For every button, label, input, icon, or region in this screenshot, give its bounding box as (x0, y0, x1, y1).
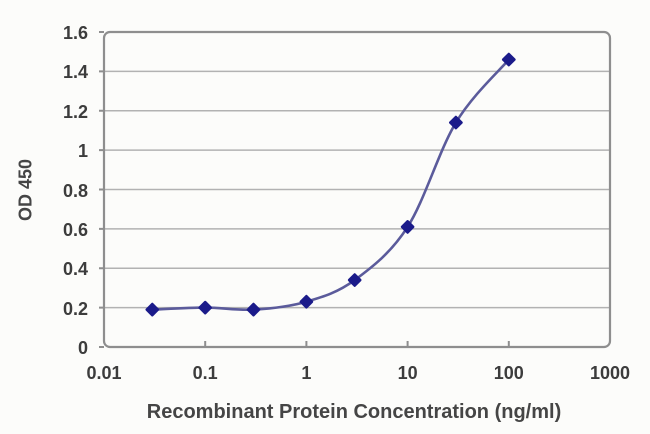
x-tick-label: 1 (301, 363, 312, 383)
data-point-marker (449, 115, 463, 130)
y-tick-label: 0 (77, 338, 88, 358)
data-point-marker (198, 300, 213, 315)
y-axis-title: OD 450 (15, 158, 36, 222)
x-tick-label: 1000 (589, 363, 631, 383)
y-tick-label: 1.4 (62, 62, 88, 83)
plot-border (102, 30, 612, 349)
data-point-marker (400, 220, 415, 234)
x-tick-label: 0.01 (86, 363, 122, 383)
x-tick-label: 10 (397, 363, 418, 383)
x-axis-title: Recombinant Protein Concentration (ng/ml… (146, 401, 562, 423)
y-tick-label: 1 (77, 141, 88, 162)
y-tick-label: 0.4 (62, 259, 88, 280)
x-tick-label: 0.1 (192, 363, 218, 383)
data-point-marker (246, 302, 261, 317)
y-tick-label: 0.2 (62, 298, 88, 319)
data-point-marker (145, 302, 160, 317)
y-tick-label: 0.6 (62, 219, 88, 240)
x-tick-label: 100 (493, 363, 524, 383)
y-tick-label: 0.8 (62, 180, 88, 201)
data-point-marker (501, 52, 516, 67)
data-point-marker (347, 273, 362, 287)
data-line (151, 58, 511, 312)
data-point-marker (299, 294, 314, 309)
y-tick-label: 1.2 (62, 101, 88, 122)
y-tick-label: 1.6 (62, 23, 88, 43)
